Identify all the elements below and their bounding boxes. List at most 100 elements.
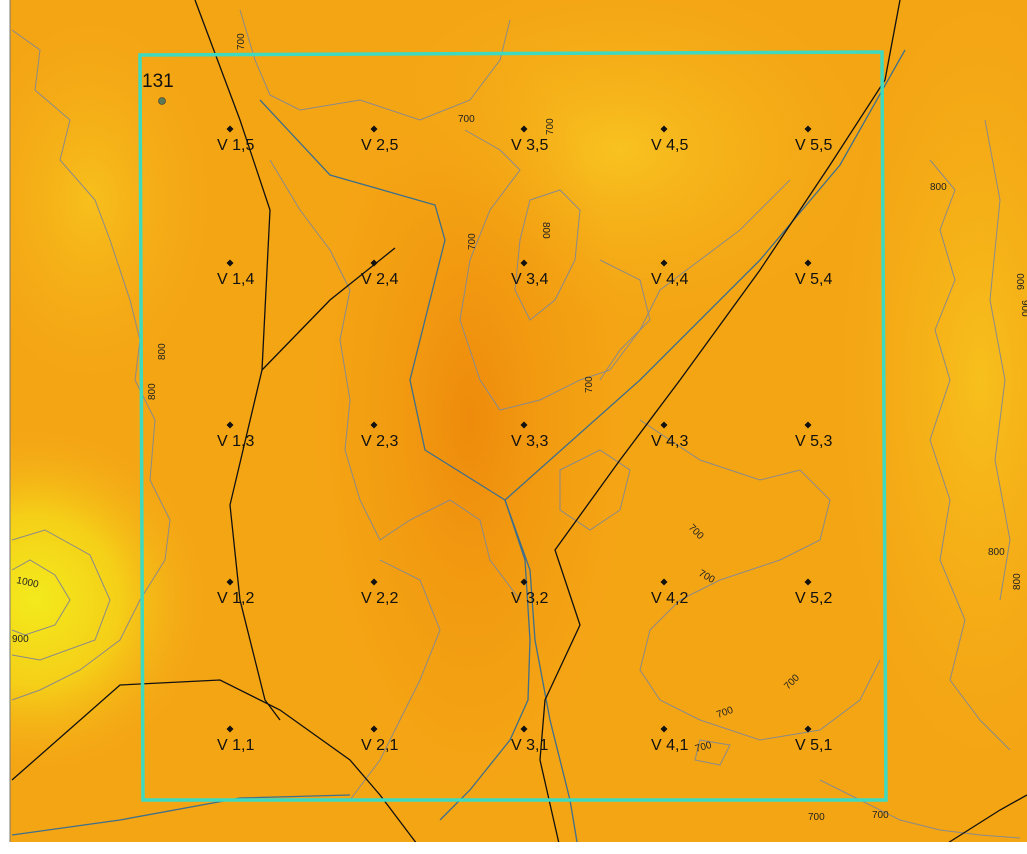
streams [11, 49, 906, 849]
contour-labels-layer: 700 700 700 800 700 900 800 800 700 1000 900 700 700… [12, 33, 1027, 823]
grid-point-label: V 3,4 [511, 271, 548, 288]
contour-elevation-label: 800 [157, 343, 168, 360]
grid-point-marker[interactable] [370, 421, 378, 429]
grid-point-marker[interactable] [660, 421, 668, 429]
contour-elevation-label: 700 [545, 118, 556, 135]
grid-point-label: V 2,3 [361, 433, 398, 450]
terrain-valley [310, 40, 630, 800]
contour-elevation-label: 700 [458, 114, 475, 125]
grid-point-marker[interactable] [226, 125, 234, 133]
map-left-margin [0, 0, 10, 854]
grid-point-marker[interactable] [804, 125, 812, 133]
grid-point-marker[interactable] [660, 578, 668, 586]
contour-elevation-label: 900 [1016, 273, 1027, 290]
terrain-high-west [0, 430, 205, 770]
grid-point-marker[interactable] [226, 259, 234, 267]
road-line [11, 679, 421, 849]
grid-point-marker[interactable] [660, 725, 668, 733]
plot-boundary [138, 50, 888, 802]
grid-point-label: V 3,3 [511, 433, 548, 450]
contour-line [559, 449, 631, 531]
site-point[interactable] [158, 97, 166, 105]
grid-point-label: V 4,1 [651, 737, 688, 754]
map-bottom-margin [0, 842, 1027, 854]
grid-point-marker[interactable] [370, 125, 378, 133]
contour-elevation-label: 700 [694, 740, 713, 755]
grid-point-marker[interactable] [520, 725, 528, 733]
contour-elevation-label: 700 [584, 376, 595, 393]
road-line [539, 0, 901, 849]
contour-line [11, 29, 171, 701]
grid-point-marker[interactable] [804, 259, 812, 267]
grid-point-marker[interactable] [226, 578, 234, 586]
contour-elevation-label: 700 [467, 233, 478, 250]
grid-point-label: V 5,4 [795, 271, 832, 288]
grid-point-label: V 4,4 [651, 271, 688, 288]
grid-point-marker[interactable] [520, 259, 528, 267]
contour-elevation-label: 1000 [15, 575, 39, 590]
grid-point-marker[interactable] [660, 259, 668, 267]
grid-point-label: V 4,5 [651, 137, 688, 154]
contour-elevation-label: 700 [872, 810, 889, 821]
grid-point-label: V 5,5 [795, 137, 832, 154]
contour-elevation-label: 700 [236, 33, 247, 50]
grid-point-marker[interactable] [804, 725, 812, 733]
grid-point-label: V 1,2 [217, 590, 254, 607]
grid-point-marker[interactable] [520, 578, 528, 586]
terrain-high-northwest [0, 20, 210, 380]
grid-point-label: V 3,1 [511, 737, 548, 754]
contour-line [984, 119, 1011, 601]
contour-line [459, 129, 791, 411]
grid-point-marker[interactable] [804, 578, 812, 586]
contour-line [599, 259, 651, 381]
grid-point-label: V 4,3 [651, 433, 688, 450]
contour-line [694, 739, 731, 766]
grid-point-label: V 3,5 [511, 137, 548, 154]
road-line [194, 0, 281, 721]
terrain-high-east [840, 0, 1027, 760]
contour-line [11, 559, 71, 636]
grid-point-label: V 1,5 [217, 137, 254, 154]
stream-line [439, 499, 531, 821]
grid-point-label: V 2,4 [361, 271, 398, 288]
grid-point-marker[interactable] [226, 725, 234, 733]
contour-elevation-label: 900 [1019, 300, 1027, 317]
stream-line [11, 794, 351, 836]
site-label: 131 [142, 71, 174, 92]
contour-line [819, 779, 1021, 839]
grid-point-label: V 2,1 [361, 737, 398, 754]
grid-point-label: V 2,5 [361, 137, 398, 154]
grid-point-marker[interactable] [370, 725, 378, 733]
contour-line [514, 189, 581, 321]
stream-line [504, 49, 906, 501]
grid-point-marker[interactable] [226, 421, 234, 429]
grid-point-marker[interactable] [804, 421, 812, 429]
contour-line [239, 9, 511, 121]
grid-point-label: V 3,2 [511, 590, 548, 607]
grid-point-label: V 1,1 [217, 737, 254, 754]
contour-elevation-label: 800 [540, 222, 551, 239]
contour-elevation-label: 900 [12, 634, 29, 645]
contour-line [929, 159, 1011, 751]
contour-elevation-label: 800 [930, 182, 947, 193]
grid-point-marker[interactable] [520, 125, 528, 133]
grid-point-marker[interactable] [370, 578, 378, 586]
grid-point-label: V 4,2 [651, 590, 688, 607]
grid-point-marker[interactable] [660, 125, 668, 133]
grid-point-label: V 5,1 [795, 737, 832, 754]
road-line [939, 794, 1027, 849]
grid-point-label: V 1,3 [217, 433, 254, 450]
grid-point-label: V 2,2 [361, 590, 398, 607]
grid-point-label: V 1,4 [217, 271, 254, 288]
contour-lines [11, 9, 1021, 839]
grid-points-layer: V 1,1 V 2,1 V 3,1 V 4,1 V 5,1 V 1,2 V 2,2 V 3,2… [217, 125, 832, 754]
contour-line [349, 559, 441, 801]
grid-point-label: V 5,3 [795, 433, 832, 450]
contour-elevation-label: 700 [808, 812, 825, 823]
grid-point-marker[interactable] [520, 421, 528, 429]
contour-line [639, 419, 881, 741]
grid-point-marker[interactable] [370, 259, 378, 267]
grid-point-label: V 5,2 [795, 590, 832, 607]
